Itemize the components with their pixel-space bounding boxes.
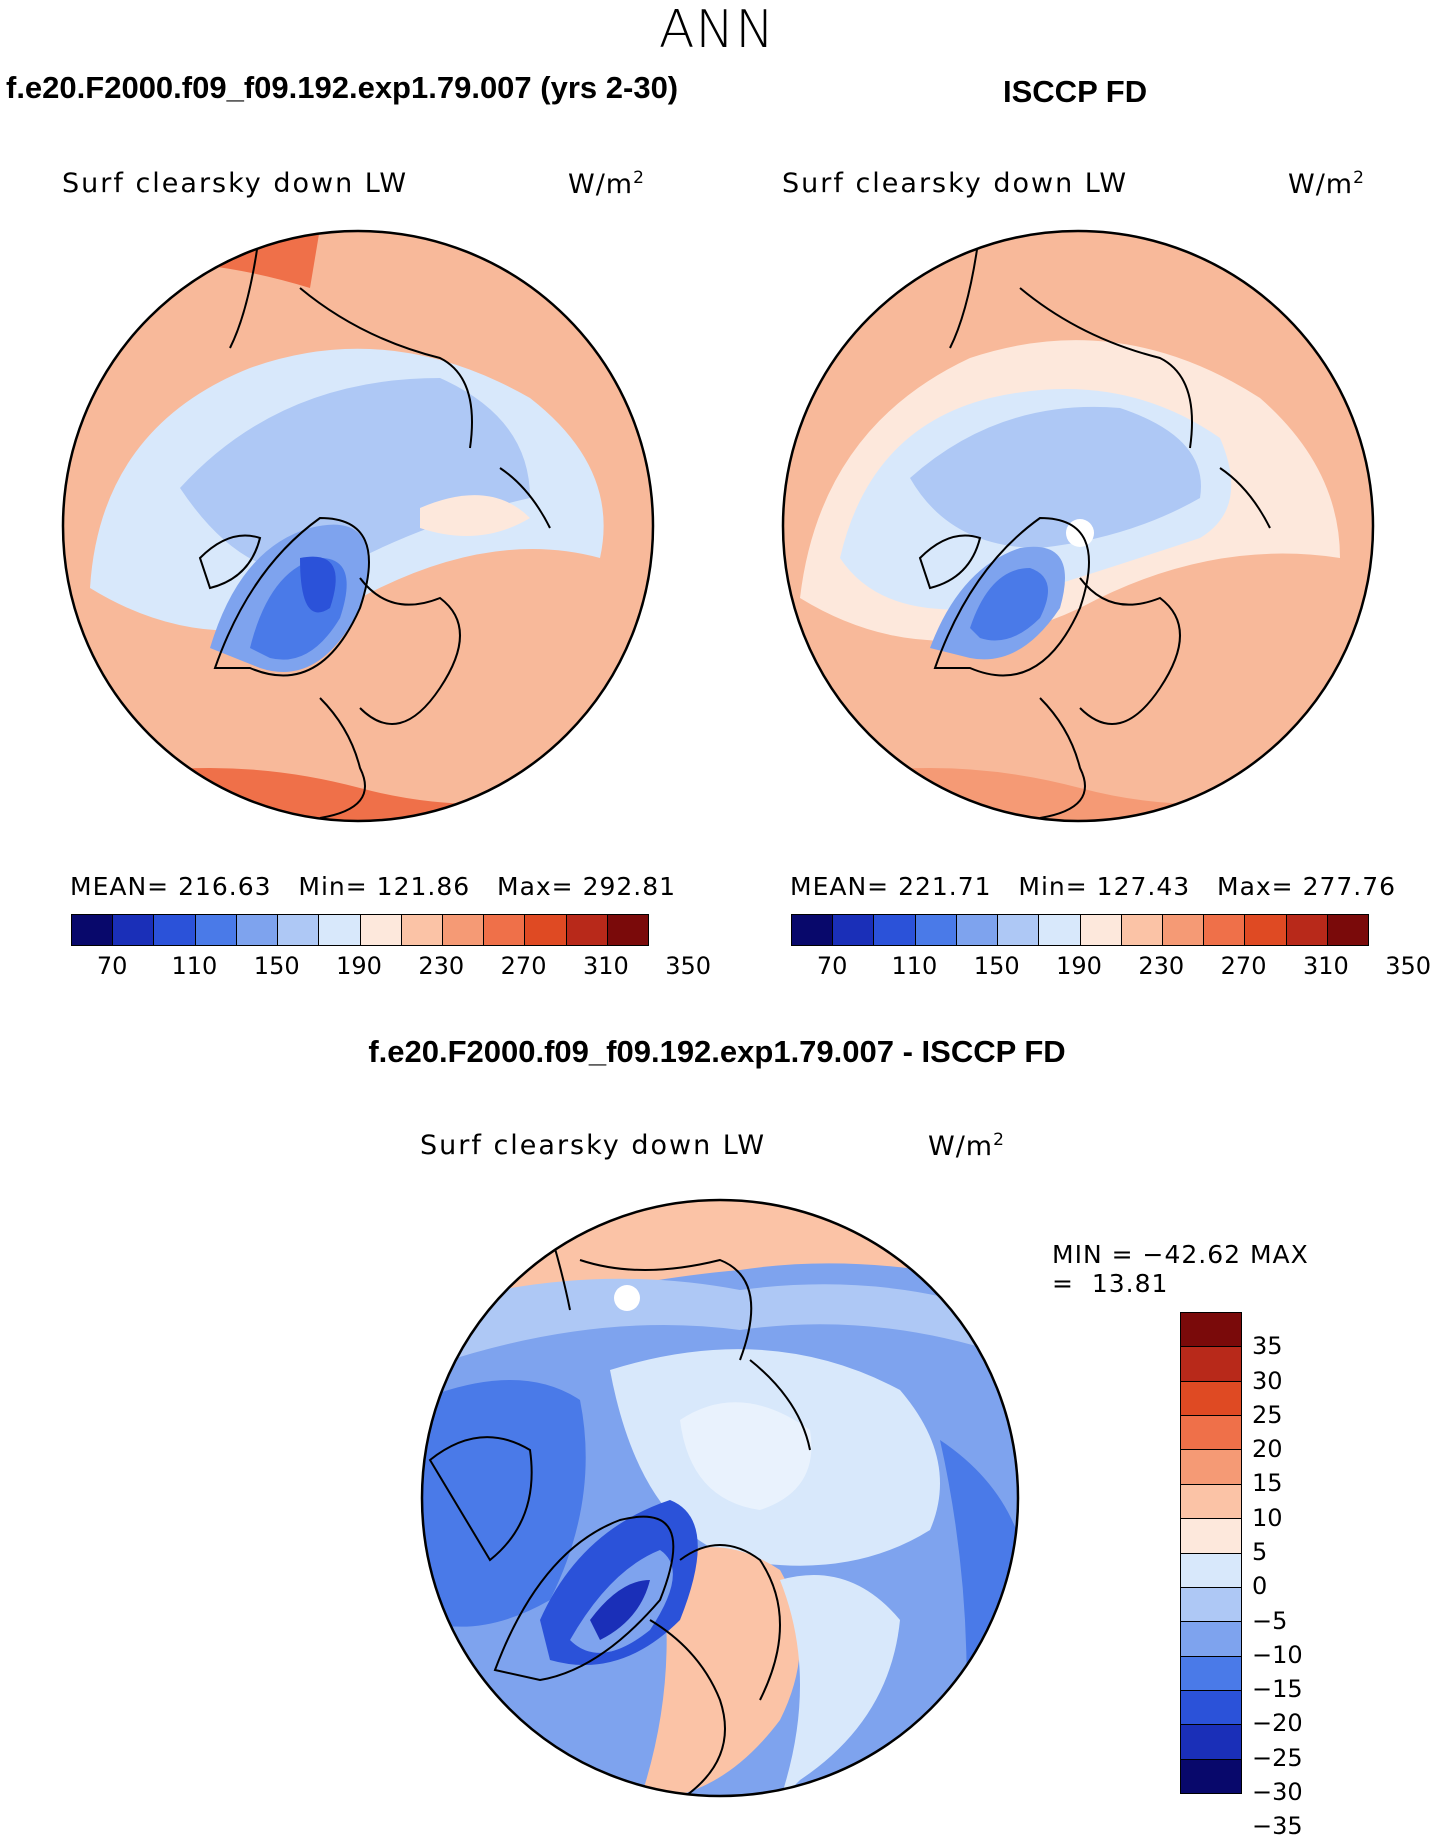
colorbar-swatch [1181,1416,1241,1451]
model-field-label: Surf clearsky down LW [62,168,409,199]
colorbar-swatch [442,915,485,945]
colorbar-swatch [278,915,320,945]
colorbar-tick-label: 20 [1252,1435,1283,1464]
diff-min-max: MIN = −42.62 MAX = 13.81 [1052,1240,1309,1298]
diff-field-label: Surf clearsky down LW [420,1130,767,1161]
colorbar-swatch [1181,1553,1241,1588]
model-polar-map [61,229,655,823]
colorbar-tick-label: 150 [253,952,300,980]
colorbar-swatch [1181,1725,1241,1760]
colorbar-swatch [1181,1484,1241,1520]
diff-colorbar-ticks: 35 30 25 20 15 10 5 0 −5 −10 −15 −20 −25 −30 −35 [1252,1312,1342,1840]
obs-colorbar-ticks: 70 110 150 190 230 270 310 350 [791,952,1431,982]
colorbar-swatch [1162,915,1205,945]
colorbar-swatch [360,915,402,945]
colorbar-swatch [1181,1587,1241,1623]
colorbar-swatch [1181,1347,1241,1382]
model-colorbar [71,914,649,946]
colorbar-tick-label: 350 [1385,952,1432,980]
diff-case-title: f.e20.F2000.f09_f09.192.exp1.79.007 - IS… [368,1034,1066,1069]
page-title: ANN [658,0,776,60]
colorbar-swatch [319,915,361,945]
diff-colorbar [1180,1312,1242,1794]
colorbar-tick-label: 150 [973,952,1020,980]
colorbar-swatch [113,915,155,945]
colorbar-swatch [1327,915,1369,945]
colorbar-swatch [915,915,957,945]
colorbar-swatch [1181,1313,1241,1348]
obs-units: W/m2 [1288,168,1365,200]
colorbar-tick-label: 270 [500,952,547,980]
colorbar-swatch [607,915,649,945]
colorbar-tick-label: 25 [1252,1400,1283,1429]
colorbar-tick-label: −35 [1252,1812,1303,1840]
colorbar-swatch [1039,915,1081,945]
colorbar-swatch [1245,915,1287,945]
colorbar-tick-label: 350 [665,952,712,980]
colorbar-tick-label: 10 [1252,1503,1283,1532]
colorbar-tick-label: 70 [816,952,848,980]
colorbar-swatch [154,915,196,945]
colorbar-swatch [998,915,1040,945]
colorbar-swatch [1181,1381,1241,1417]
colorbar-tick-label: 5 [1252,1538,1268,1566]
colorbar-swatch [833,915,875,945]
colorbar-tick-label: −15 [1252,1675,1303,1704]
obs-polar-map [781,229,1375,823]
colorbar-swatch [874,915,916,945]
model-colorbar-ticks: 70 110 150 190 230 270 310 350 [71,952,711,982]
colorbar-tick-label: 190 [336,952,382,980]
colorbar-swatch [1181,1519,1241,1554]
obs-case-title: ISCCP FD [1003,74,1148,109]
colorbar-swatch [792,915,834,945]
colorbar-swatch [1286,915,1328,945]
colorbar-tick-label: 190 [1056,952,1102,980]
colorbar-tick-label: 35 [1252,1332,1283,1361]
colorbar-swatch [1181,1656,1241,1691]
model-units: W/m2 [568,168,645,200]
obs-stats: MEAN= 221.71 Min= 127.43 Max= 277.76 [790,872,1397,901]
colorbar-swatch [236,915,279,945]
model-case-title: f.e20.F2000.f09_f09.192.exp1.79.007 (yrs… [6,70,679,105]
colorbar-tick-label: 110 [891,952,938,980]
colorbar-swatch [1204,915,1246,945]
model-stats: MEAN= 216.63 Min= 121.86 Max= 292.81 [70,872,677,901]
colorbar-tick-label: 30 [1252,1366,1283,1395]
colorbar-tick-label: 270 [1220,952,1267,980]
colorbar-tick-label: −20 [1252,1709,1303,1738]
colorbar-tick-label: 310 [1302,952,1349,980]
colorbar-swatch [525,915,567,945]
colorbar-swatch [1080,915,1122,945]
colorbar-tick-label: 230 [1138,952,1185,980]
colorbar-swatch [195,915,237,945]
diff-units: W/m2 [928,1130,1005,1162]
colorbar-tick-label: 230 [418,952,465,980]
colorbar-swatch [1181,1622,1241,1657]
colorbar-tick-label: 70 [96,952,128,980]
diff-polar-map [420,1198,1020,1798]
colorbar-swatch [566,915,608,945]
colorbar-tick-label: −5 [1252,1606,1288,1635]
colorbar-swatch [72,915,114,945]
colorbar-swatch [1181,1450,1241,1485]
colorbar-swatch [1121,915,1163,945]
colorbar-tick-label: −25 [1252,1743,1303,1772]
colorbar-swatch [1181,1690,1241,1726]
colorbar-tick-label: 310 [582,952,629,980]
colorbar-swatch [956,915,999,945]
colorbar-swatch [1181,1759,1241,1794]
colorbar-swatch [401,915,443,945]
colorbar-swatch [484,915,526,945]
colorbar-tick-label: 0 [1252,1572,1268,1601]
colorbar-tick-label: 15 [1252,1469,1283,1498]
obs-field-label: Surf clearsky down LW [782,168,1129,199]
colorbar-tick-label: 110 [171,952,218,980]
colorbar-tick-label: −10 [1252,1640,1303,1669]
colorbar-tick-label: −30 [1252,1778,1303,1806]
obs-colorbar [791,914,1369,946]
